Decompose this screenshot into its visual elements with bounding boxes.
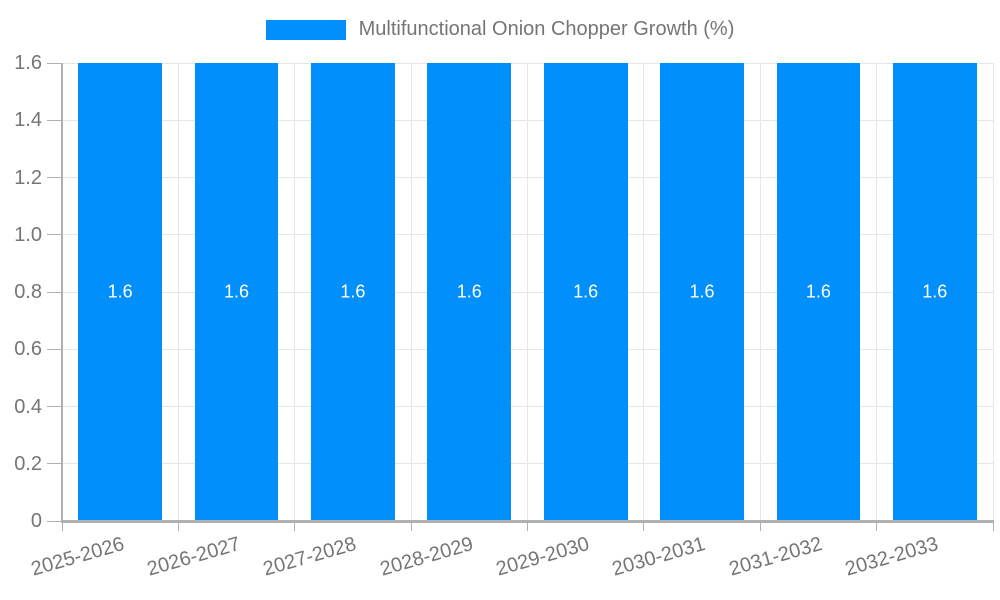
y-tick-label: 0.4	[14, 395, 42, 418]
bar-value-label: 1.6	[805, 281, 831, 302]
x-axis-line	[61, 520, 994, 523]
bar[interactable]: 1.6	[776, 63, 861, 521]
y-tick-label: 1.2	[14, 166, 42, 189]
gridline-vertical	[992, 63, 994, 521]
x-axis-tick	[992, 521, 994, 531]
x-tick-label: 2029-2030	[493, 533, 592, 581]
bar[interactable]: 1.6	[660, 63, 744, 521]
bar[interactable]: 1.6	[543, 63, 628, 521]
gridline-vertical	[177, 63, 179, 521]
y-axis-tick	[47, 119, 62, 121]
bar[interactable]: 1.6	[194, 63, 279, 521]
x-axis-tick	[759, 521, 761, 531]
y-axis-tick	[47, 463, 62, 465]
gridline-vertical	[527, 63, 528, 521]
y-tick-label: 0.6	[14, 338, 42, 361]
bar[interactable]: 1.6	[78, 63, 163, 521]
x-tick-label: 2027-2028	[260, 533, 360, 581]
bar-value-label: 1.6	[922, 281, 948, 302]
bar-value-label: 1.6	[224, 281, 250, 302]
x-tick-label: 2026-2027	[144, 533, 243, 581]
y-tick-label: 0	[30, 510, 42, 532]
y-axis-tick	[47, 291, 62, 293]
x-tick-label: 2032-2033	[842, 533, 941, 581]
gridline-vertical	[410, 63, 412, 521]
bar-value-label: 1.6	[107, 281, 133, 302]
x-tick-label: 2030-2031	[610, 533, 709, 581]
y-axis-line	[61, 63, 63, 521]
bar[interactable]: 1.6	[427, 63, 512, 521]
y-axis-tick	[47, 234, 62, 236]
legend-swatch	[265, 19, 346, 40]
x-axis-tick	[410, 521, 412, 531]
bar[interactable]: 1.6	[892, 63, 977, 521]
bar-value-label: 1.6	[456, 281, 482, 302]
x-axis-tick	[527, 521, 528, 531]
gridline-vertical	[643, 63, 645, 521]
legend-label: Multifunctional Onion Chopper Growth (%)	[358, 18, 735, 40]
gridline-vertical	[759, 63, 761, 521]
bar[interactable]: 1.6	[311, 63, 395, 521]
x-axis-tick	[643, 521, 645, 531]
y-axis-tick	[47, 406, 62, 407]
legend[interactable]: Multifunctional Onion Chopper Growth (%)	[0, 18, 1000, 41]
bar-value-label: 1.6	[340, 281, 366, 302]
y-axis-tick	[47, 62, 62, 64]
y-tick-label: 0.8	[14, 281, 42, 303]
x-tick-label: 2028-2029	[377, 533, 476, 581]
y-tick-label: 0.2	[14, 452, 42, 475]
x-tick-label: 2031-2032	[726, 533, 825, 581]
x-axis-tick	[876, 521, 878, 531]
x-axis-tick	[294, 521, 296, 531]
x-tick-label: 2025-2026	[28, 533, 127, 581]
y-axis-tick	[47, 348, 62, 350]
gridline-vertical	[876, 63, 878, 521]
x-axis-tick	[177, 521, 179, 531]
y-tick-label: 1.6	[14, 52, 42, 74]
y-axis-tick	[47, 520, 62, 522]
bar-value-label: 1.6	[573, 281, 599, 302]
y-tick-label: 1.4	[14, 109, 42, 132]
y-axis-tick	[47, 177, 62, 178]
x-axis-tick	[61, 521, 63, 531]
y-tick-label: 1.0	[14, 223, 42, 246]
gridline-vertical	[294, 63, 296, 521]
bar-value-label: 1.6	[689, 281, 715, 302]
